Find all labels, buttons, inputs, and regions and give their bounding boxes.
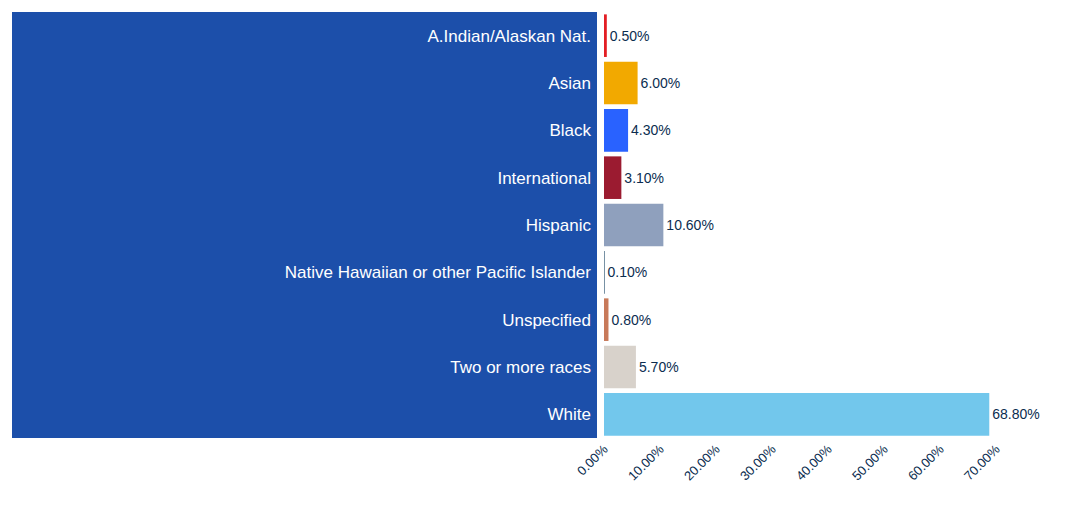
svg-text:10.00%: 10.00% <box>625 441 667 483</box>
svg-text:40.00%: 40.00% <box>793 441 835 483</box>
svg-text:Asian: Asian <box>548 74 591 93</box>
svg-text:0.50%: 0.50% <box>610 28 650 44</box>
svg-text:A.Indian/Alaskan Nat.: A.Indian/Alaskan Nat. <box>428 27 591 46</box>
svg-text:6.00%: 6.00% <box>641 75 681 91</box>
svg-text:Two or more races: Two or more races <box>450 358 591 377</box>
svg-text:Black: Black <box>549 121 591 140</box>
svg-text:International: International <box>497 169 591 188</box>
svg-text:68.80%: 68.80% <box>992 406 1039 422</box>
svg-text:60.00%: 60.00% <box>905 441 947 483</box>
svg-text:5.70%: 5.70% <box>639 359 679 375</box>
svg-text:4.30%: 4.30% <box>631 122 671 138</box>
svg-text:Unspecified: Unspecified <box>502 311 591 330</box>
svg-text:0.10%: 0.10% <box>608 264 648 280</box>
svg-text:70.00%: 70.00% <box>961 441 1003 483</box>
svg-text:Hispanic: Hispanic <box>526 216 592 235</box>
svg-text:White: White <box>548 405 591 424</box>
svg-text:30.00%: 30.00% <box>737 441 779 483</box>
svg-text:Native Hawaiian or other Pacif: Native Hawaiian or other Pacific Islande… <box>285 263 591 282</box>
svg-text:10.60%: 10.60% <box>666 217 713 233</box>
svg-text:20.00%: 20.00% <box>681 441 723 483</box>
svg-text:0.80%: 0.80% <box>611 312 651 328</box>
svg-text:50.00%: 50.00% <box>849 441 891 483</box>
svg-text:3.10%: 3.10% <box>624 170 664 186</box>
svg-text:0.00%: 0.00% <box>574 441 611 478</box>
